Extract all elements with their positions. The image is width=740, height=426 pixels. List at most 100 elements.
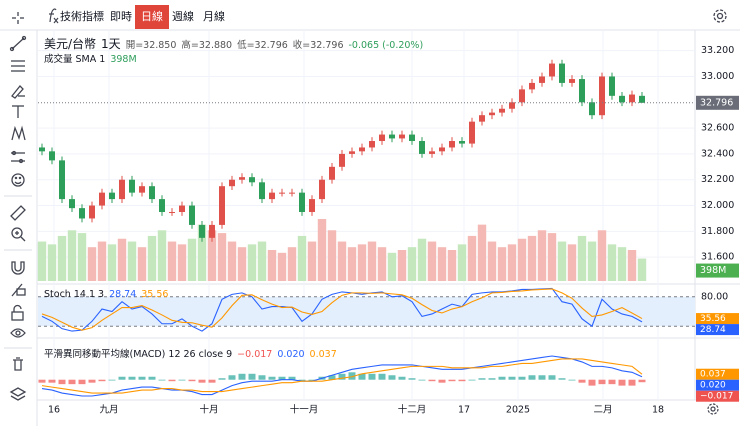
- volume-bar: [127, 241, 137, 281]
- emoji-tool[interactable]: [11, 173, 25, 187]
- candle-body: [299, 192, 305, 213]
- interval-tab[interactable]: 即時: [110, 10, 132, 23]
- volume-bar: [157, 230, 167, 281]
- settings-icon[interactable]: [713, 9, 727, 23]
- price-tag-label: 32.796: [700, 97, 733, 108]
- candle-body: [109, 192, 115, 200]
- brush-tool[interactable]: [11, 85, 25, 99]
- histogram-bar: [268, 376, 276, 380]
- volume-bar: [367, 241, 377, 281]
- indicator-icon[interactable]: [49, 8, 59, 24]
- volume-bar: [557, 241, 567, 281]
- stoch-legend: Stoch 14 1 3 28.74 35.56: [44, 289, 168, 300]
- y-tick-label: 80.00: [701, 291, 728, 302]
- histogram-bar: [198, 379, 206, 383]
- indicator-button[interactable]: 技術指標: [60, 10, 104, 23]
- volume-bar: [637, 258, 647, 281]
- candle-body: [439, 147, 445, 152]
- candle-body: [229, 179, 235, 187]
- volume-bar: [537, 230, 547, 281]
- y-tick-label: 33.000: [701, 71, 734, 82]
- change: -0.065 (-0.20%): [348, 40, 424, 51]
- candle-body: [559, 63, 565, 83]
- histogram-bar: [568, 379, 576, 381]
- lock-draw-tool[interactable]: [11, 283, 26, 297]
- ruler-tool[interactable]: [10, 205, 26, 221]
- delete-tool[interactable]: [13, 357, 23, 371]
- candle-body: [609, 76, 615, 96]
- interval-tab[interactable]: 月線: [203, 10, 225, 23]
- candle-body: [139, 186, 145, 193]
- histogram-bar: [478, 378, 486, 380]
- candle-body: [359, 147, 365, 152]
- macd-title: 平滑異同移動平均線(MACD) 12 26 close 9: [44, 349, 233, 360]
- candle-body: [59, 160, 65, 200]
- candle-body: [519, 89, 525, 103]
- histogram-bar: [388, 375, 396, 380]
- volume-bar: [407, 247, 417, 281]
- candle-body: [209, 224, 215, 238]
- candle-body: [289, 192, 295, 194]
- volume-bar: [237, 247, 247, 281]
- histogram-bar: [88, 379, 96, 383]
- measure-tool[interactable]: [11, 150, 25, 164]
- value-tag: [696, 379, 739, 391]
- volume-bar: [417, 238, 427, 281]
- volume-bar: [427, 241, 437, 281]
- histogram-bar: [468, 379, 476, 381]
- magnet-tool[interactable]: [11, 261, 25, 275]
- ohlc: 低=32.796: [237, 40, 288, 51]
- x-tick-label: 16: [48, 405, 60, 416]
- symbol: 美元/台幣: [44, 37, 97, 51]
- interval: 1天: [101, 37, 121, 51]
- candle-body: [419, 141, 425, 154]
- volume-bar: [67, 230, 77, 281]
- histogram-bar: [498, 376, 506, 380]
- volume-bar: [377, 247, 387, 281]
- y-tick-label: 32.600: [701, 123, 734, 134]
- volume-bar: [287, 247, 297, 281]
- value-tag: [696, 368, 739, 380]
- trendline-tool[interactable]: [9, 35, 27, 52]
- candle-body: [489, 112, 495, 116]
- y-tick-label: 31.600: [701, 252, 734, 263]
- volume-bar: [187, 238, 197, 281]
- volume-bar: [47, 244, 57, 281]
- candle-body: [159, 199, 165, 213]
- histogram-bar: [538, 375, 546, 380]
- volume-bar: [457, 244, 467, 281]
- volume-bar: [77, 233, 87, 281]
- zoom-tool[interactable]: [11, 227, 26, 242]
- histogram-bar: [358, 373, 366, 380]
- value-tag-label: 0.037: [700, 370, 726, 380]
- layers-tool[interactable]: [9, 387, 27, 401]
- hline-tool[interactable]: [11, 60, 25, 72]
- value-tag: [696, 390, 739, 402]
- candle-body: [379, 134, 385, 142]
- interval-tab[interactable]: 週線: [172, 10, 194, 23]
- volume-tag: [696, 263, 739, 278]
- candle-body: [349, 151, 355, 154]
- interval-tab[interactable]: 日線: [135, 5, 169, 29]
- histogram-bar: [438, 379, 446, 383]
- y-tick-label: 32.000: [701, 200, 734, 211]
- axis-settings-icon[interactable]: [707, 403, 719, 415]
- volume-bar: [297, 235, 307, 281]
- candle-body: [79, 208, 85, 219]
- macd-legend: 平滑異同移動平均線(MACD) 12 26 close 9 −0.017 0.0…: [44, 346, 337, 360]
- x-tick-label: 十一月: [290, 404, 319, 416]
- candle-body: [279, 192, 285, 194]
- pattern-tool[interactable]: [11, 125, 26, 141]
- volume-bar: [307, 241, 317, 281]
- y-tick-label: 33.200: [701, 45, 734, 56]
- crosshair-tool[interactable]: [12, 12, 24, 24]
- text-tool[interactable]: [12, 105, 24, 118]
- histogram-bar: [628, 379, 636, 386]
- lock-tool[interactable]: [11, 304, 24, 321]
- x-tick-label: 十月: [199, 404, 218, 416]
- volume-bar: [517, 238, 527, 281]
- histogram-bar: [338, 373, 346, 380]
- indicator-line: [41, 288, 643, 331]
- visibility-tool[interactable]: [10, 328, 26, 338]
